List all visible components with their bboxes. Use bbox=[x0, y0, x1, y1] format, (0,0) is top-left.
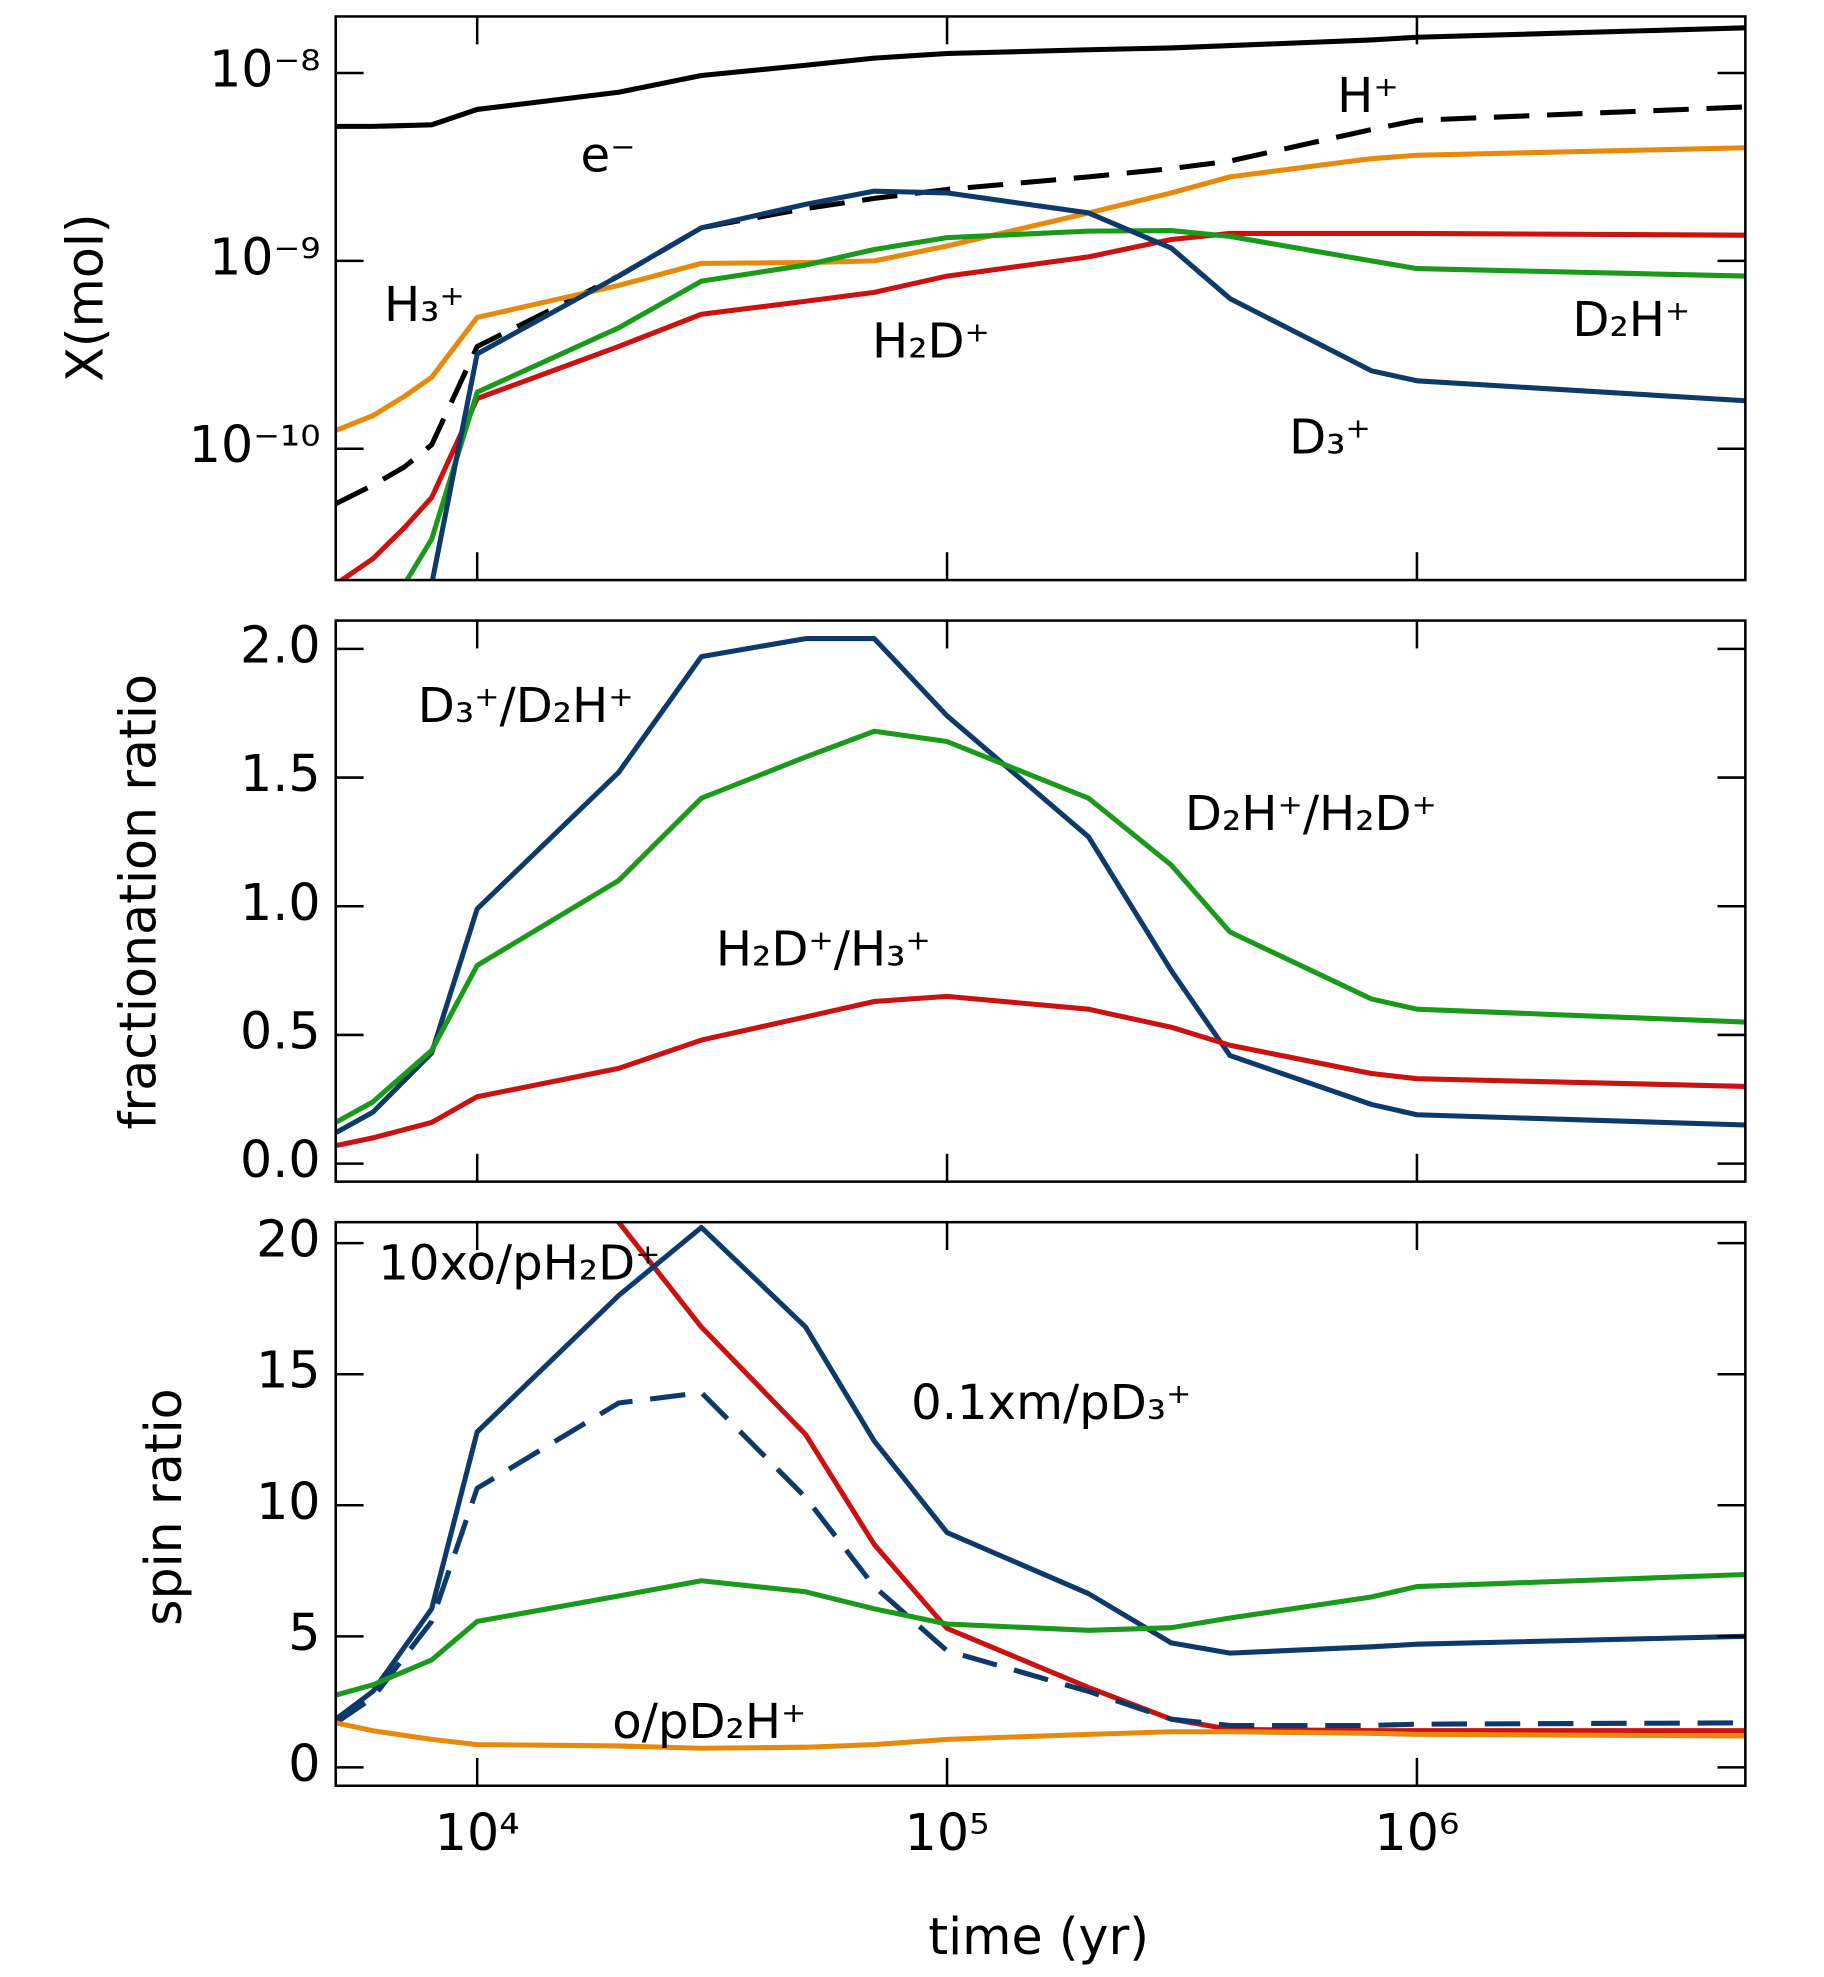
series-label: H⁺ bbox=[1337, 68, 1399, 124]
x-tick-label: 10⁴ bbox=[435, 1803, 520, 1862]
series-label: 10xo/pH₂D⁺ bbox=[378, 1235, 660, 1291]
series-line bbox=[335, 104, 1746, 506]
plot-frame bbox=[334, 1220, 1747, 1788]
series-label: H₃⁺ bbox=[384, 277, 465, 333]
plot-area bbox=[335, 25, 1746, 581]
y-tick-label: 2.0 bbox=[240, 615, 321, 674]
y-tick-label: 10 bbox=[256, 1472, 320, 1531]
series-line bbox=[337, 230, 1746, 581]
y-axis-label: fractionation ratio bbox=[108, 674, 167, 1129]
y-tick-label: 20 bbox=[256, 1210, 320, 1269]
series-label: D₂H⁺/H₂D⁺ bbox=[1185, 786, 1437, 842]
series-line bbox=[335, 1390, 1746, 1729]
y-tick-label: 0.5 bbox=[240, 1001, 321, 1060]
y-tick-label: 10⁻⁸ bbox=[209, 40, 320, 99]
series-line bbox=[335, 145, 1746, 433]
series-label: H₂D⁺ bbox=[872, 313, 990, 369]
x-tick-label: 10⁵ bbox=[905, 1803, 990, 1862]
series-line bbox=[335, 1720, 1746, 1751]
y-tick-label: 10⁻⁹ bbox=[209, 227, 320, 286]
series-label: D₂H⁺ bbox=[1572, 292, 1690, 348]
y-tick-label: 1.0 bbox=[240, 873, 321, 932]
x-axis-label: time (yr) bbox=[928, 1907, 1149, 1966]
plot-frame bbox=[334, 15, 1747, 582]
series-label: D₃⁺ bbox=[1289, 410, 1371, 466]
series-line bbox=[429, 188, 1746, 581]
series-line bbox=[335, 728, 1746, 1125]
y-axis-label: X(mol) bbox=[55, 213, 114, 382]
y-tick-label: 1.5 bbox=[240, 744, 321, 803]
plot-area bbox=[335, 636, 1746, 1149]
y-tick-label: 0.0 bbox=[240, 1130, 321, 1189]
series-line bbox=[403, 228, 1746, 581]
y-axis-label: spin ratio bbox=[134, 1388, 193, 1626]
series-line bbox=[335, 993, 1746, 1149]
series-label: H₂D⁺/H₃⁺ bbox=[716, 921, 931, 977]
series-line bbox=[335, 25, 1746, 129]
series-label: D₃⁺/D₂H⁺ bbox=[418, 678, 634, 734]
series-label: e⁻ bbox=[581, 127, 636, 183]
y-tick-label: 15 bbox=[256, 1341, 320, 1400]
x-tick-label: 10⁶ bbox=[1375, 1803, 1460, 1862]
series-line bbox=[335, 636, 1746, 1135]
series-label: 0.1xm/pD₃⁺ bbox=[911, 1375, 1191, 1431]
y-tick-label: 0 bbox=[288, 1734, 320, 1793]
y-tick-label: 10⁻¹⁰ bbox=[189, 415, 321, 474]
plot-area bbox=[335, 1222, 1746, 1751]
plot-frame bbox=[334, 619, 1747, 1183]
series-label: o/pD₂H⁺ bbox=[612, 1694, 806, 1750]
y-tick-label: 5 bbox=[288, 1603, 320, 1662]
series-line bbox=[335, 1571, 1746, 1698]
series-line bbox=[335, 1224, 1746, 1722]
